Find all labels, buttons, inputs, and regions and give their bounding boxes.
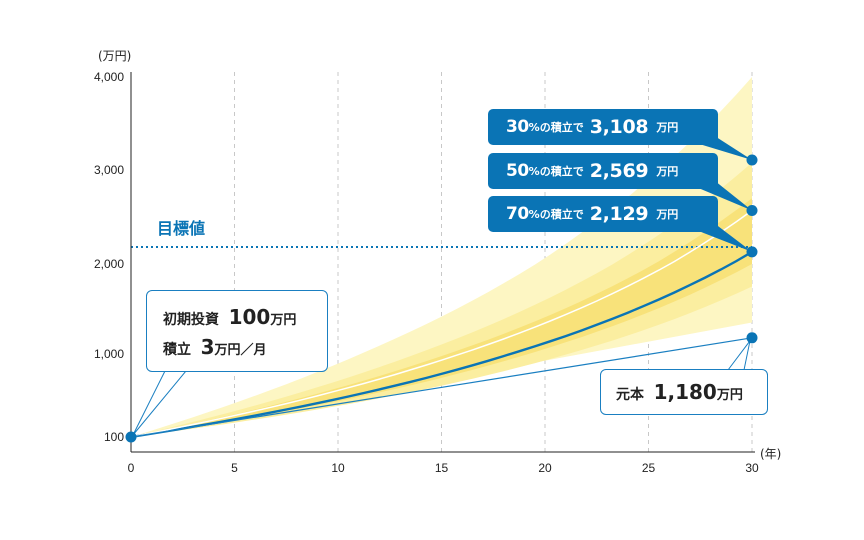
callout-amount: 2,569 xyxy=(589,160,649,182)
callout-pct: 30 xyxy=(506,117,529,137)
endpoint-dot xyxy=(746,154,758,166)
principal-box: 元本 1,180万円 xyxy=(600,369,768,415)
x-tick-label: 0 xyxy=(128,461,135,475)
monthly-line: 積立 3万円／月 xyxy=(163,335,327,363)
series-lines xyxy=(130,209,753,439)
initial-amount: 100 xyxy=(228,305,271,329)
callout-pct-sign: % xyxy=(528,120,540,134)
callout-pct: 50 xyxy=(506,161,529,181)
initial-unit: 万円 xyxy=(270,313,297,328)
y-tick-label: 1,000 xyxy=(94,347,124,361)
callout-amount: 3,108 xyxy=(589,116,649,138)
callout-unit: 万円 xyxy=(656,208,679,221)
principal-amount: 1,180 xyxy=(653,380,717,404)
x-tick-label: 15 xyxy=(435,461,449,475)
callout-suffix: の積立で xyxy=(539,165,584,178)
y-tick-label: 3,000 xyxy=(94,163,124,177)
x-tick-label: 25 xyxy=(642,461,656,475)
callout-amount: 2,129 xyxy=(589,203,649,225)
initial-label: 初期投資 xyxy=(163,312,219,328)
band-30%の積立で xyxy=(131,77,752,437)
monthly-label: 積立 xyxy=(163,342,191,358)
origin-dot xyxy=(125,431,137,443)
callout-70pct: 70% の積立で 2,129 万円 xyxy=(488,196,718,232)
tick-labels: 0 5 10 15 20 25 30 100 1,000 2,000 3,000 4,000 xyxy=(94,70,759,475)
y-tick-label: 4,000 xyxy=(94,70,124,84)
monthly-unit: 万円／月 xyxy=(214,343,267,358)
x-tick-label: 30 xyxy=(745,461,759,475)
x-unit-label: (年) xyxy=(760,447,781,461)
callout-30pct: 30% の積立で 3,108 万円 xyxy=(488,109,718,145)
series-line-元本 xyxy=(130,337,753,438)
endpoint-dot xyxy=(746,332,758,344)
initial-investment-box: 初期投資 100万円 積立 3万円／月 xyxy=(146,290,328,372)
callout-pct-sign: % xyxy=(528,207,540,221)
endpoint-dot xyxy=(746,205,758,217)
x-tick-label: 10 xyxy=(331,461,345,475)
principal-unit: 万円 xyxy=(716,388,743,403)
x-tick-label: 20 xyxy=(538,461,552,475)
callout-suffix: の積立で xyxy=(539,121,584,134)
y-tick-label: 100 xyxy=(104,430,124,444)
callout-unit: 万円 xyxy=(656,121,679,134)
callout-suffix: の積立で xyxy=(539,208,584,221)
goal-label: 目標値 xyxy=(157,219,206,238)
callout-unit: 万円 xyxy=(656,165,679,178)
principal-label: 元本 xyxy=(616,387,644,403)
endpoint-dots xyxy=(125,154,758,443)
callout-pct-sign: % xyxy=(528,164,540,178)
y-unit-label: (万円) xyxy=(98,49,131,63)
monthly-amount: 3 xyxy=(200,335,215,359)
band-70%の積立で xyxy=(131,198,752,437)
axes xyxy=(130,72,755,453)
series-line-70%の積立で xyxy=(130,250,753,439)
callout-50pct: 50% の積立で 2,569 万円 xyxy=(488,153,718,189)
y-tick-label: 2,000 xyxy=(94,257,124,271)
callout-pct: 70 xyxy=(506,204,529,224)
range-bands xyxy=(131,77,752,437)
x-tick-label: 5 xyxy=(231,461,238,475)
series-line-50%の積立で xyxy=(130,209,753,438)
initial-line: 初期投資 100万円 xyxy=(163,305,327,333)
principal-box-pointer xyxy=(726,340,751,371)
endpoint-dot xyxy=(746,246,758,258)
